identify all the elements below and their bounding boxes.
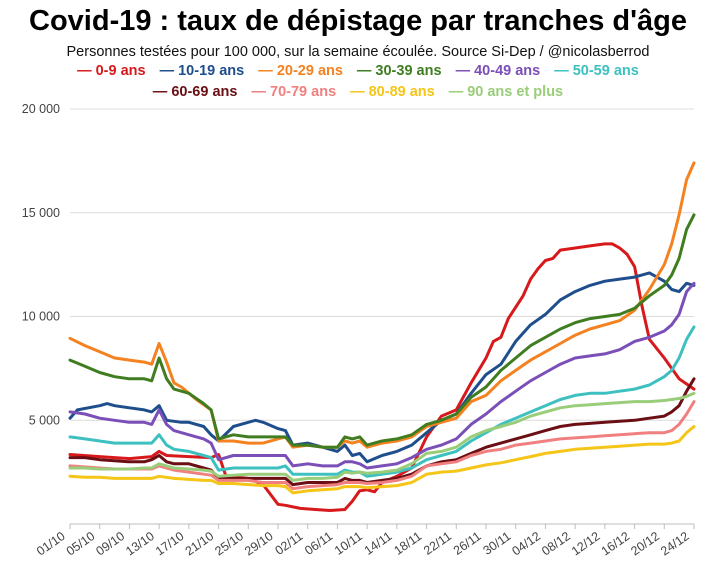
- legend-item: — 10-19 ans: [160, 63, 245, 79]
- legend-label: — 50-59 ans: [554, 63, 639, 79]
- x-tick-label: 10/11: [332, 529, 365, 558]
- x-tick-label: 18/11: [391, 529, 424, 558]
- legend-item: — 90 ans et plus: [449, 84, 563, 100]
- chart-title: Covid-19 : taux de dépistage par tranche…: [29, 5, 687, 37]
- x-tick-label: 24/12: [658, 529, 692, 558]
- x-tick-label: 20/12: [628, 529, 662, 558]
- x-tick-label: 30/11: [481, 529, 514, 558]
- legend-label: — 60-69 ans: [153, 84, 238, 100]
- x-axis: 01/1005/1009/1013/1017/1021/1025/1029/10…: [34, 523, 695, 558]
- chart-subtitle: Personnes testées pour 100 000, sur la s…: [67, 44, 650, 60]
- x-tick-label: 26/11: [451, 529, 484, 558]
- x-tick-label: 09/10: [93, 529, 127, 558]
- y-tick-label: 20 000: [22, 102, 60, 116]
- y-tick-label: 15 000: [22, 206, 60, 220]
- x-tick-label: 01/10: [34, 529, 68, 558]
- y-axis: 5 000 10 000 15 000 20 000: [22, 102, 60, 427]
- legend-item: — 70-79 ans: [252, 84, 337, 100]
- legend-item: — 30-39 ans: [357, 63, 442, 79]
- series-line-7: [68, 400, 696, 491]
- x-tick-label: 02/11: [273, 529, 306, 558]
- x-tick-label: 17/10: [153, 529, 187, 558]
- series-line-9: [68, 391, 696, 482]
- legend: — 0-9 ans — 10-19 ans — 20-29 ans — 30-39 a…: [77, 63, 639, 100]
- x-tick-label: 08/12: [539, 529, 573, 558]
- plot-area: [68, 161, 696, 512]
- legend-item: — 0-9 ans: [77, 63, 146, 79]
- x-tick-label: 12/12: [569, 529, 603, 558]
- x-tick-label: 22/11: [421, 529, 454, 558]
- x-tick-label: 14/11: [362, 529, 395, 558]
- x-tick-label: 05/10: [64, 529, 98, 558]
- series-line-3: [68, 213, 696, 449]
- x-tick-label: 25/10: [212, 529, 246, 558]
- series-line-8: [68, 425, 696, 495]
- legend-item: — 80-89 ans: [350, 84, 435, 100]
- x-tick-label: 04/12: [509, 529, 543, 558]
- legend-item: — 40-49 ans: [456, 63, 541, 79]
- y-tick-label: 10 000: [22, 310, 60, 324]
- legend-item: — 50-59 ans: [554, 63, 639, 79]
- series-line-2: [68, 161, 696, 449]
- legend-label: — 70-79 ans: [252, 84, 337, 100]
- legend-label: — 90 ans et plus: [449, 84, 563, 100]
- series-line-6: [68, 377, 696, 487]
- x-tick-label: 13/10: [123, 529, 157, 558]
- x-tick-label: 16/12: [599, 529, 633, 558]
- x-tick-label: 29/10: [242, 529, 276, 558]
- legend-item: — 60-69 ans: [153, 84, 238, 100]
- legend-item: — 20-29 ans: [258, 63, 343, 79]
- series-line-0: [68, 242, 696, 512]
- legend-label: — 10-19 ans: [160, 63, 245, 79]
- legend-label: — 0-9 ans: [77, 63, 146, 79]
- legend-label: — 30-39 ans: [357, 63, 442, 79]
- x-tick-label: 06/11: [302, 529, 335, 558]
- x-tick-label: 21/10: [183, 529, 217, 558]
- legend-label: — 20-29 ans: [258, 63, 343, 79]
- series-line-1: [68, 271, 696, 464]
- series-line-4: [68, 281, 696, 470]
- gridlines: [70, 108, 694, 421]
- legend-label: — 40-49 ans: [456, 63, 541, 79]
- y-tick-label: 5 000: [29, 413, 60, 427]
- legend-label: — 80-89 ans: [350, 84, 435, 100]
